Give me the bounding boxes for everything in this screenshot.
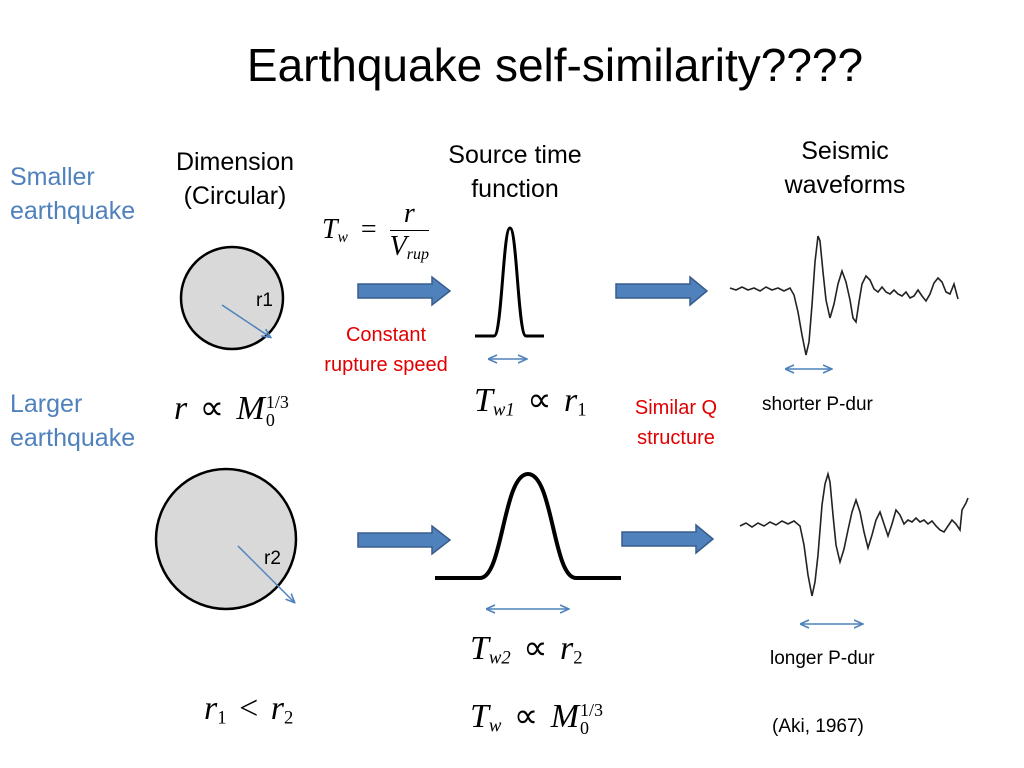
row-label-larger-line1: Larger — [10, 390, 83, 418]
circle-label-r1: r1 — [256, 290, 273, 311]
narrow-source-time-function — [475, 226, 544, 338]
note-constant-line2: rupture speed — [324, 354, 448, 376]
equation-tw-prop-m0: Tw ∝ M 1/3 0 — [470, 696, 603, 738]
equation-tw-definition: Tw = r Vrup — [322, 200, 429, 263]
equation-tw2: Tw2 ∝ r2 — [470, 628, 583, 670]
radius-r1-arrow — [221, 304, 270, 337]
header-waveforms-line1: Seismic — [801, 137, 889, 165]
slide-title: Earthquake self-similarity???? — [246, 39, 864, 91]
note-longer-pdur: longer P-dur — [770, 648, 875, 669]
eq-tw2-lhs-sub: w2 — [488, 647, 511, 669]
header-dimension-line1: Dimension — [175, 148, 295, 176]
note-citation: (Aki, 1967) — [772, 716, 864, 737]
header-waveforms-line2: waveforms — [784, 171, 906, 199]
eq-tw1-rhs-sub: 1 — [577, 399, 587, 421]
block-arrow-large-2 — [621, 523, 715, 555]
eq-r-prop-lhs: r — [174, 390, 188, 427]
note-similar-q-line1: Similar Q — [634, 397, 718, 419]
eq-tw1-lhs: T — [474, 382, 493, 419]
eq-tw2-lhs: T — [470, 630, 489, 667]
eq-tw-prop-op: ∝ — [513, 698, 539, 735]
eq-tw-def-denominator-sub: rup — [406, 246, 429, 263]
header-dimension: Dimension (Circular) — [152, 145, 318, 213]
row-label-smaller-line1: Smaller — [10, 163, 95, 191]
eq-tw2-rhs: r — [560, 630, 574, 667]
eq-tw-prop-sup: 1/3 — [580, 700, 604, 721]
equation-r-prop-m0: r ∝ M 1/3 0 — [174, 388, 289, 429]
eq-r-prop-op: ∝ — [199, 390, 225, 427]
header-source-time-function: Source time function — [420, 138, 610, 206]
block-arrow-large-1 — [357, 524, 452, 556]
long-seismic-waveform — [739, 470, 969, 597]
row-label-larger-line2: earthquake — [10, 424, 136, 452]
eq-tw-def-fraction: r Vrup — [389, 198, 429, 263]
eq-r1-op: < — [239, 690, 259, 727]
eq-r2-rhs: r — [270, 690, 284, 727]
equation-tw1: Tw1 ∝ r1 — [474, 380, 587, 422]
note-constant-rupture-speed: Constant rupture speed — [300, 320, 472, 380]
note-similar-q-line2: structure — [637, 427, 715, 449]
eq-r1-lhs: r — [204, 690, 218, 727]
note-constant-line1: Constant — [345, 324, 427, 346]
eq-tw1-rhs: r — [564, 382, 578, 419]
header-dimension-line2: (Circular) — [183, 182, 287, 210]
row-label-larger: Larger earthquake — [10, 387, 135, 455]
eq-tw-def-lhs: T — [322, 213, 338, 245]
eq-tw2-op: ∝ — [523, 630, 548, 667]
eq-tw-prop-sub: 0 — [580, 718, 590, 739]
eq-tw-prop-rhs: M — [550, 698, 580, 735]
eq-r-prop-sub: 0 — [265, 410, 275, 431]
eq-r1-lhs-sub: 1 — [217, 707, 227, 729]
wide-source-time-function — [435, 471, 621, 580]
radius-r2-arrow — [237, 545, 294, 602]
header-seismic-waveforms: Seismic waveforms — [756, 134, 934, 202]
large-fault-circle — [154, 467, 298, 611]
eq-r2-rhs-sub: 2 — [284, 707, 294, 729]
eq-tw-def-numerator: r — [403, 198, 415, 229]
eq-r-prop-rhs: M — [236, 390, 265, 427]
row-label-smaller-line2: earthquake — [10, 197, 136, 225]
eq-tw-prop-lhs-sub: w — [488, 715, 502, 737]
note-similar-q-structure: Similar Q structure — [616, 393, 736, 453]
equation-r1-lt-r2: r1 < r2 — [204, 690, 293, 730]
eq-tw-def-op: = — [360, 213, 377, 245]
note-shorter-pdur: shorter P-dur — [762, 394, 873, 415]
header-source-time-line1: Source time — [448, 141, 582, 169]
eq-tw-prop-lhs: T — [470, 698, 489, 735]
header-source-time-line2: function — [471, 175, 559, 203]
row-label-smaller: Smaller earthquake — [10, 160, 135, 228]
eq-r-prop-sup: 1/3 — [265, 392, 289, 413]
eq-tw-def-denominator: V — [389, 231, 407, 262]
block-arrow-small-1 — [357, 275, 452, 307]
eq-tw-def-lhs-sub: w — [337, 228, 348, 246]
eq-tw2-rhs-sub: 2 — [573, 647, 583, 669]
circle-label-r2: r2 — [264, 548, 281, 569]
eq-tw1-op: ∝ — [527, 382, 552, 419]
small-fault-circle — [179, 245, 285, 351]
eq-tw1-lhs-sub: w1 — [492, 399, 515, 421]
block-arrow-small-2 — [615, 275, 709, 307]
short-seismic-waveform — [729, 235, 959, 356]
